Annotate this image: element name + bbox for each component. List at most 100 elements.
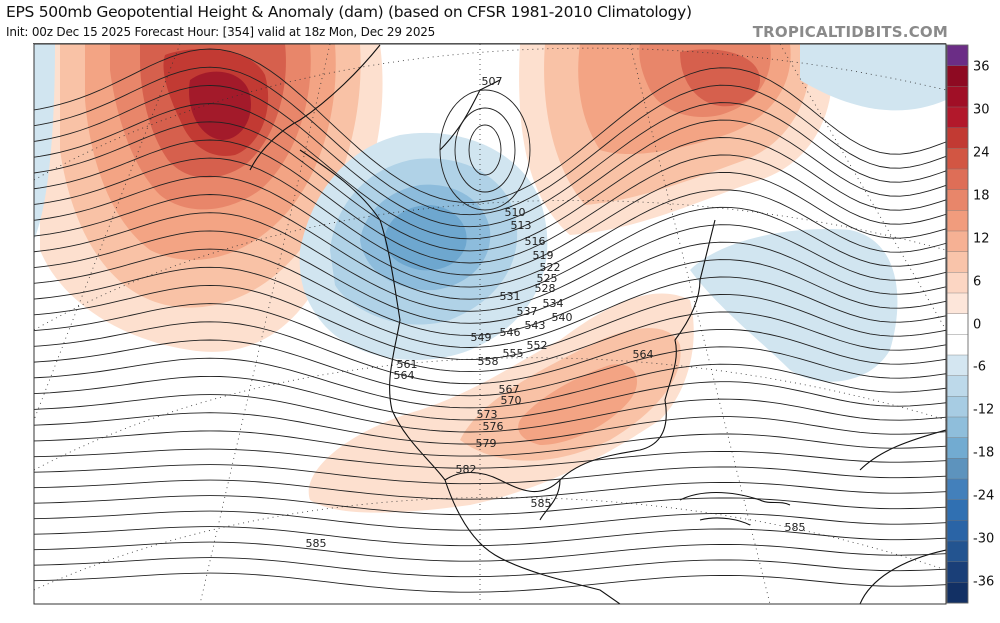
colorbar-bin (946, 375, 969, 397)
colorbar-bin (946, 127, 969, 149)
height-contour (34, 139, 946, 264)
contour-label: 585 (531, 497, 552, 510)
coastline (859, 549, 946, 604)
height-contour (34, 430, 946, 457)
site-watermark: TROPICALTIDBITS.COM (752, 23, 948, 41)
height-contour (34, 394, 946, 433)
height-contour (34, 266, 946, 348)
greenland-ridge-shading (680, 49, 760, 107)
height-contour (34, 284, 946, 361)
height-contour (34, 84, 946, 228)
colorbar-bin (946, 437, 969, 459)
colorbar-bin (946, 210, 969, 232)
colorbar-tick-label: 36 (973, 59, 990, 75)
contour-label: 540 (552, 311, 573, 324)
colorbar-bin (946, 582, 969, 604)
height-contour (34, 230, 946, 324)
coastline (699, 517, 751, 526)
height-contour (34, 339, 946, 397)
colorbar-tick-label: 30 (973, 102, 990, 118)
colorbar-tick-label: -6 (973, 359, 986, 375)
height-contour (34, 48, 946, 204)
height-contour (34, 541, 946, 562)
contour-label: 585 (306, 537, 327, 550)
graticule-lat-line (34, 496, 946, 591)
coastline (859, 429, 946, 471)
map-subtitle: Init: 00z Dec 15 2025 Forecast Hour: [35… (6, 25, 436, 39)
colorbar-tick-label: -30 (973, 531, 995, 547)
height-contour (34, 572, 946, 593)
contour-label: 513 (511, 219, 532, 232)
contour-label: 546 (500, 326, 521, 339)
height-contour (34, 375, 946, 421)
contour-label: 522 (540, 261, 561, 274)
colorbar-bin (946, 416, 969, 439)
pacific-trough-shading (34, 44, 55, 240)
contour-label: 561 (397, 358, 418, 371)
height-contour (34, 303, 946, 373)
colorbar-bin (946, 292, 969, 315)
contour-label: 579 (476, 437, 497, 450)
colorbar-tick-label: -18 (973, 445, 995, 461)
height-contour (34, 526, 946, 547)
contour-label: 537 (517, 305, 538, 318)
height-contour (34, 357, 946, 409)
colorbar-tick-label: -24 (973, 488, 995, 504)
height-contour (34, 321, 946, 385)
contour-label: 585 (785, 521, 806, 534)
colorbar-tick-label: 18 (973, 188, 990, 204)
contour-label: 576 (483, 420, 504, 433)
colorbar-bin (946, 313, 969, 335)
header-divider (33, 43, 946, 44)
height-contour (34, 412, 946, 445)
graticule-lon-line (779, 44, 946, 331)
coastline (679, 491, 791, 506)
height-contour (34, 66, 946, 216)
height-contour (34, 510, 946, 531)
low-contour (439, 89, 531, 211)
map-title: EPS 500mb Geopotential Height & Anomaly … (6, 3, 692, 21)
colorbar-tick-label: 12 (973, 231, 990, 247)
contour-label: 552 (527, 339, 548, 352)
colorbar-bin (946, 86, 969, 108)
colorbar-bin (946, 499, 969, 521)
contour-label: 531 (500, 290, 521, 303)
arctic-trough-shading (800, 44, 946, 111)
colorbar-bin (946, 148, 969, 170)
height-contour (34, 157, 946, 276)
colorbar-bin (946, 44, 969, 67)
colorbar-bin (946, 561, 969, 583)
colorbar-tick-label: -12 (973, 402, 995, 418)
contour-label: 549 (471, 331, 492, 344)
height-contour (34, 175, 946, 288)
contour-label: 573 (477, 408, 498, 421)
coastline (444, 219, 716, 493)
colorbar (946, 44, 969, 604)
atlantic-trough-shading (690, 229, 898, 382)
colorbar-bin (946, 540, 969, 563)
colorbar-frame (946, 44, 969, 604)
height-contour (34, 194, 946, 300)
contour-label: 507 (482, 75, 503, 88)
height-contour (34, 448, 946, 469)
colorbar-tick-label: 6 (973, 274, 982, 290)
height-contour (34, 103, 946, 240)
colorbar-bin (946, 520, 969, 542)
colorbar-tick-label: 0 (973, 317, 982, 332)
colorbar-tick-label: -36 (973, 574, 995, 590)
low-contour (468, 124, 502, 176)
colorbar-tick-label: 24 (973, 145, 990, 161)
contour-label: 567 (499, 383, 520, 396)
height-contours (34, 48, 946, 593)
height-contour (34, 495, 946, 516)
contour-label: 555 (503, 347, 524, 360)
colorbar-bin (946, 106, 969, 129)
colorbar-bin (946, 168, 969, 191)
colorbar-bin (946, 478, 969, 501)
contour-label: 570 (501, 394, 522, 407)
low-contour (454, 107, 516, 193)
contour-label: 558 (478, 355, 499, 368)
height-contour (34, 557, 946, 578)
